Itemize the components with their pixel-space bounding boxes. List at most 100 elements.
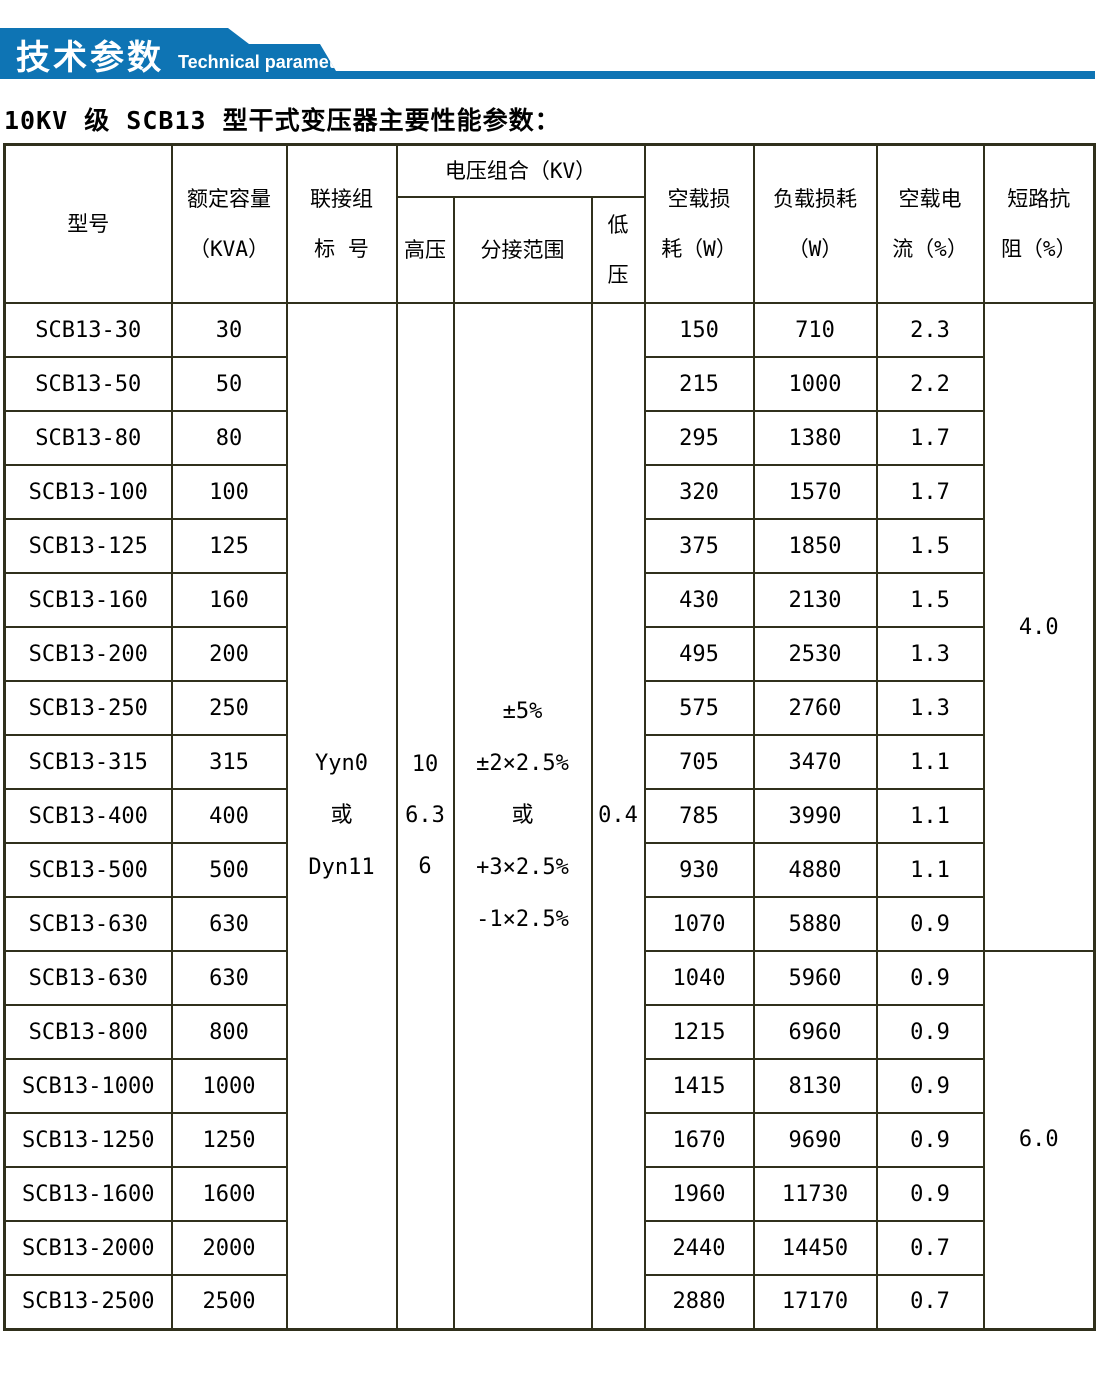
model-cell: SCB13-315 — [3, 734, 173, 790]
kva-cell: 125 — [170, 518, 288, 574]
table-row: SCB13-80 80 295 1380 1.7 — [3, 410, 1095, 466]
table-row: SCB13-400 400 785 3990 1.1 — [3, 788, 1095, 844]
model-cell: SCB13-80 — [3, 410, 173, 466]
impedance-group2-cell: 6.0 — [982, 950, 1096, 1330]
model-cell: SCB13-400 — [3, 788, 173, 844]
kva-cell: 30 — [170, 302, 288, 358]
table-row: SCB13-200 200 495 2530 1.3 — [3, 626, 1095, 682]
col-header-capacity: 额定容量 （KVA） — [170, 143, 288, 304]
kva-cell: 630 — [170, 950, 288, 1006]
impedance-group1-cell: 4.0 — [982, 302, 1096, 952]
kva-cell: 1250 — [170, 1112, 288, 1168]
model-cell: SCB13-1600 — [3, 1166, 173, 1222]
table-row: SCB13-100 100 320 1570 1.7 — [3, 464, 1095, 520]
kva-cell: 800 — [170, 1004, 288, 1060]
model-cell: SCB13-100 — [3, 464, 173, 520]
model-cell: SCB13-630 — [3, 950, 173, 1006]
noload-current-cell: 0.9 — [875, 1166, 985, 1222]
noload-loss-cell: 1215 — [643, 1004, 755, 1060]
kva-cell: 1000 — [170, 1058, 288, 1114]
noload-current-cell: 2.3 — [875, 302, 985, 358]
table-row: SCB13-800 800 1215 6960 0.9 — [3, 1004, 1095, 1060]
noload-current-cell: 1.1 — [875, 734, 985, 790]
hv-merged-cell: 10 6.3 6 — [395, 302, 455, 1330]
table-row: SCB13-1000 1000 1415 8130 0.9 — [3, 1058, 1095, 1114]
noload-loss-cell: 705 — [643, 734, 755, 790]
load-loss-cell: 710 — [752, 302, 878, 358]
kva-cell: 500 — [170, 842, 288, 898]
kva-cell: 2500 — [170, 1274, 288, 1330]
kva-cell: 250 — [170, 680, 288, 736]
model-cell: SCB13-1250 — [3, 1112, 173, 1168]
table-row: SCB13-2500 2500 2880 17170 0.7 — [3, 1274, 1095, 1330]
load-loss-cell: 3470 — [752, 734, 878, 790]
noload-loss-cell: 575 — [643, 680, 755, 736]
noload-loss-cell: 430 — [643, 572, 755, 628]
noload-current-cell: 0.9 — [875, 896, 985, 952]
kva-cell: 50 — [170, 356, 288, 412]
table-row: SCB13-630 630 1040 5960 0.9 6.0 — [3, 950, 1096, 1330]
kva-cell: 2000 — [170, 1220, 288, 1276]
col-header-noload-loss: 空载损 耗（W） — [643, 143, 755, 304]
noload-loss-cell: 1040 — [643, 950, 755, 1006]
table-row: SCB13-30 30 Yyn0 或 Dyn11 10 6.3 6 ±5% ±2… — [3, 302, 1096, 1330]
table-row: SCB13-1600 1600 1960 11730 0.9 — [3, 1166, 1095, 1222]
col-header-tap-range: 分接范围 — [452, 196, 593, 304]
noload-current-cell: 2.2 — [875, 356, 985, 412]
load-loss-cell: 11730 — [752, 1166, 878, 1222]
noload-loss-cell: 2440 — [643, 1220, 755, 1276]
header-row-2: 高压 分接范围 低 压 — [5, 196, 1095, 304]
noload-loss-cell: 1070 — [643, 896, 755, 952]
col-header-noload-current: 空载电 流（%） — [875, 143, 985, 304]
tap-range-merged-cell: ±5% ±2×2.5% 或 +3×2.5% -1×2.5% — [452, 302, 593, 1330]
noload-loss-cell: 785 — [643, 788, 755, 844]
noload-current-cell: 0.7 — [875, 1274, 985, 1330]
model-cell: SCB13-800 — [3, 1004, 173, 1060]
model-cell: SCB13-125 — [3, 518, 173, 574]
noload-current-cell: 1.5 — [875, 518, 985, 574]
table-row: SCB13-50 50 215 1000 2.2 — [3, 356, 1095, 412]
load-loss-cell: 2130 — [752, 572, 878, 628]
noload-current-cell: 1.7 — [875, 410, 985, 466]
kva-cell: 80 — [170, 410, 288, 466]
load-loss-cell: 17170 — [752, 1274, 878, 1330]
model-cell: SCB13-2500 — [3, 1274, 173, 1330]
lv-merged-cell: 0.4 — [590, 302, 646, 1330]
load-loss-cell: 1000 — [752, 356, 878, 412]
noload-loss-cell: 495 — [643, 626, 755, 682]
noload-loss-cell: 295 — [643, 410, 755, 466]
header-row-1: 型号 额定容量 （KVA） 联接组 标 号 电压组合（KV） 空载损 耗（W） … — [3, 143, 1096, 304]
noload-current-cell: 0.9 — [875, 1112, 985, 1168]
noload-loss-cell: 1415 — [643, 1058, 755, 1114]
model-cell: SCB13-500 — [3, 842, 173, 898]
model-cell: SCB13-1000 — [3, 1058, 173, 1114]
kva-cell: 400 — [170, 788, 288, 844]
noload-current-cell: 1.5 — [875, 572, 985, 628]
noload-loss-cell: 1670 — [643, 1112, 755, 1168]
noload-loss-cell: 2880 — [643, 1274, 755, 1330]
col-header-load-loss: 负载损耗 （W） — [752, 143, 878, 304]
noload-current-cell: 1.3 — [875, 680, 985, 736]
col-header-lv: 低 压 — [590, 196, 646, 304]
noload-loss-cell: 150 — [643, 302, 755, 358]
table-row: SCB13-160 160 430 2130 1.5 — [3, 572, 1095, 628]
noload-current-cell: 1.3 — [875, 626, 985, 682]
kva-cell: 315 — [170, 734, 288, 790]
noload-loss-cell: 215 — [643, 356, 755, 412]
load-loss-cell: 2530 — [752, 626, 878, 682]
load-loss-cell: 6960 — [752, 1004, 878, 1060]
model-cell: SCB13-250 — [3, 680, 173, 736]
noload-current-cell: 1.1 — [875, 788, 985, 844]
col-header-voltage-combo: 电压组合（KV） — [395, 143, 646, 198]
noload-current-cell: 0.7 — [875, 1220, 985, 1276]
load-loss-cell: 8130 — [752, 1058, 878, 1114]
load-loss-cell: 4880 — [752, 842, 878, 898]
noload-loss-cell: 930 — [643, 842, 755, 898]
table-row: SCB13-2000 2000 2440 14450 0.7 — [3, 1220, 1095, 1276]
load-loss-cell: 3990 — [752, 788, 878, 844]
col-header-hv: 高压 — [395, 196, 455, 304]
table-row: SCB13-125 125 375 1850 1.5 — [3, 518, 1095, 574]
parameters-table: 型号 额定容量 （KVA） 联接组 标 号 电压组合（KV） 空载损 耗（W） … — [3, 143, 1097, 1331]
model-cell: SCB13-200 — [3, 626, 173, 682]
kva-cell: 630 — [170, 896, 288, 952]
